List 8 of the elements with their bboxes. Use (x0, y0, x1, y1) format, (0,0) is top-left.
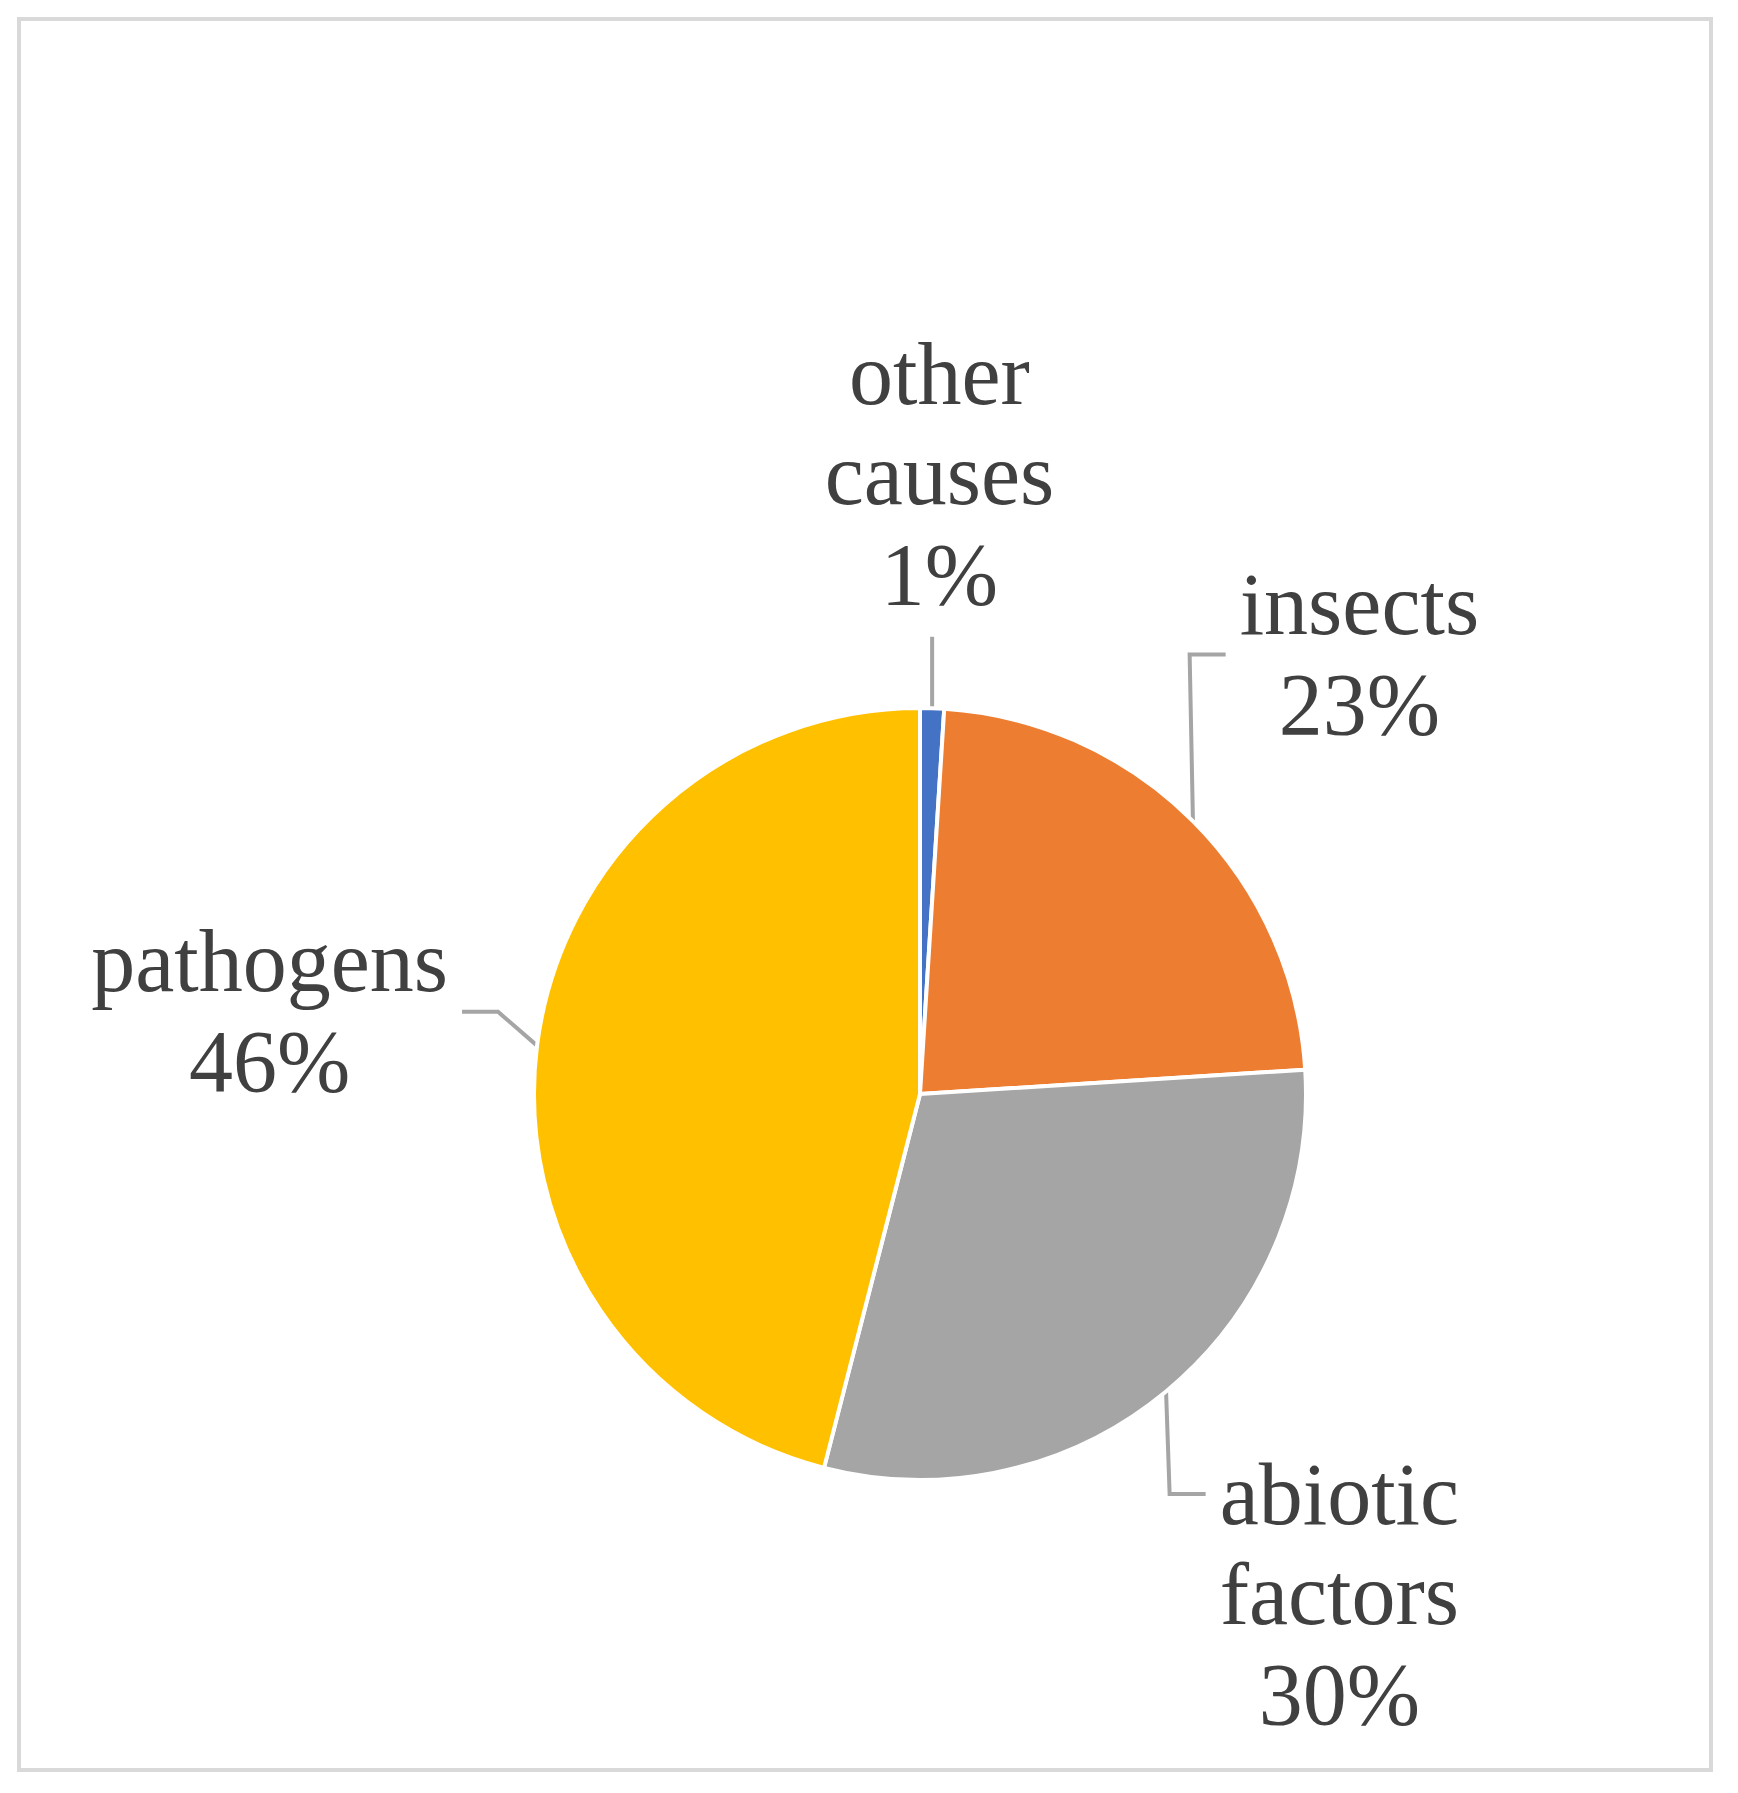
slice-label: abiotic factors (1219, 1445, 1460, 1643)
slice-label: insects (1239, 556, 1480, 654)
slice-label: other causes (824, 326, 1055, 524)
data-label: 23% (1278, 656, 1441, 754)
data-label: 30% (1258, 1645, 1421, 1743)
slice-label: pathogens (91, 913, 449, 1011)
data-label: 1% (880, 526, 999, 624)
data-label: 46% (188, 1013, 351, 1111)
